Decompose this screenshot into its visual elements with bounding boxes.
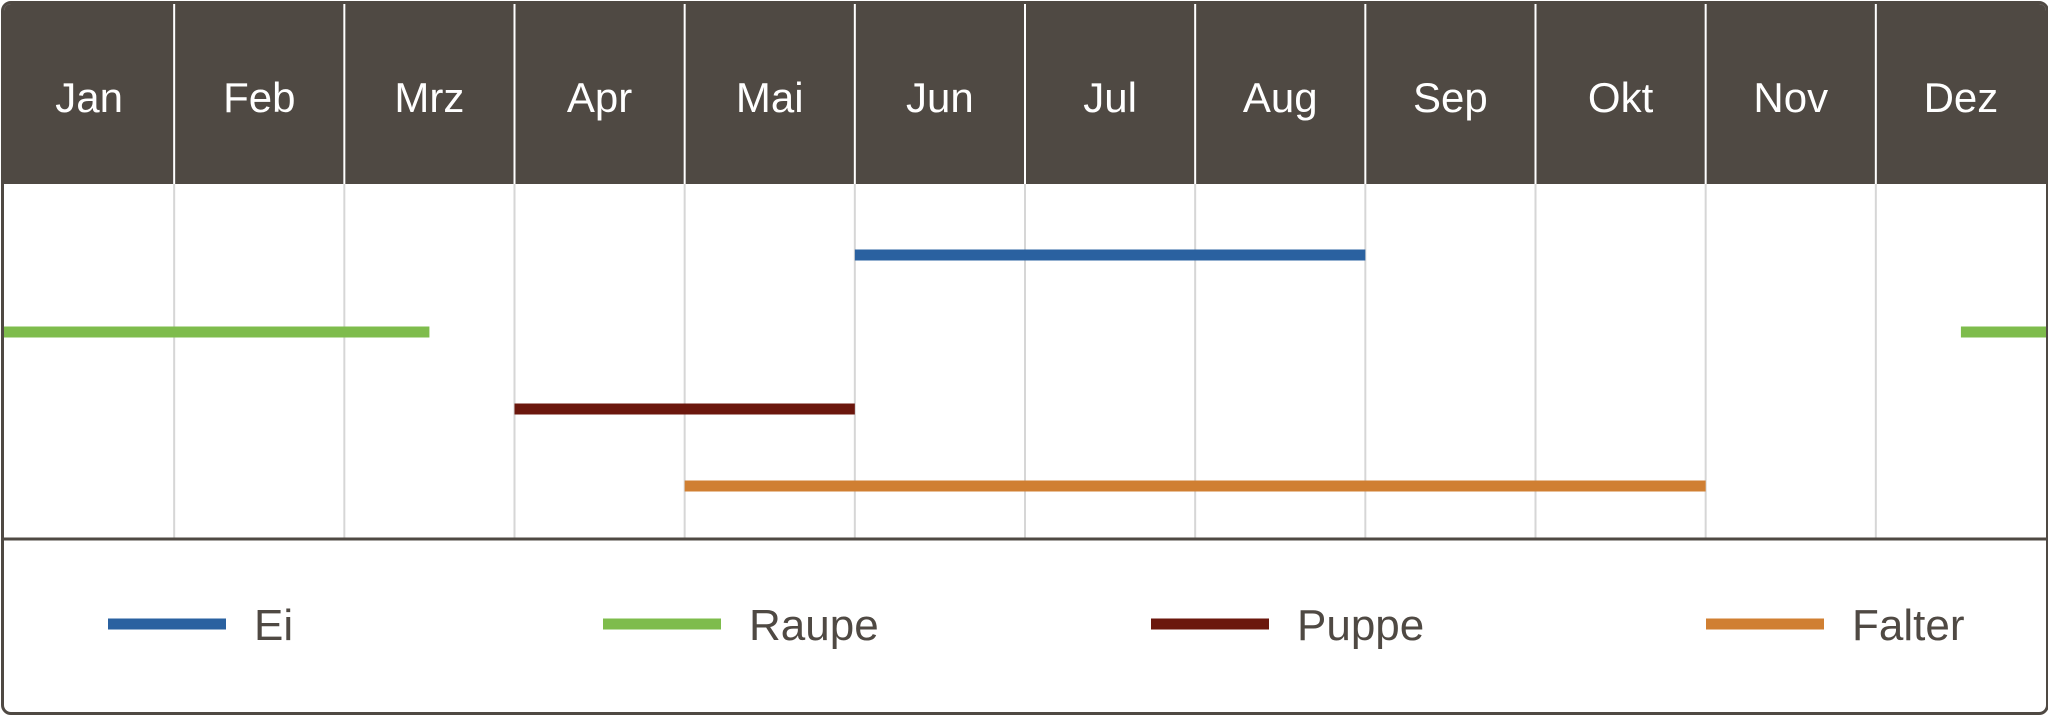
legend-label-falter: Falter [1852,601,1964,650]
month-label-apr: Apr [567,74,632,121]
grid-lines [173,184,1877,539]
legend-label-ei: Ei [254,601,293,650]
legend-label-raupe: Raupe [749,601,879,650]
bar-raupe-0 [4,326,430,338]
legend-swatch-puppe [1151,618,1269,630]
month-label-feb: Feb [223,74,295,121]
month-header: Jan Feb Mrz Apr Mai Jun Jul Aug Sep Okt Nov Dez [4,4,2046,184]
month-label-mai: Mai [736,74,804,121]
legend-swatch-falter [1706,618,1824,630]
month-label-jul: Jul [1083,74,1137,121]
bar-ei-0 [854,249,1366,261]
phase-bars [4,249,2046,492]
month-label-nov: Nov [1753,74,1828,121]
month-label-sep: Sep [1413,74,1488,121]
month-label-dez: Dez [1924,74,1999,121]
bar-falter-0 [684,480,1706,492]
legend-swatch-ei [108,618,226,630]
month-label-aug: Aug [1243,74,1318,121]
month-label-mrz: Mrz [394,74,464,121]
bar-puppe-0 [514,403,855,415]
month-label-jun: Jun [906,74,974,121]
month-label-okt: Okt [1588,74,1654,121]
lifecycle-chart: Jan Feb Mrz Apr Mai Jun Jul Aug Sep Okt Nov Dez Ei R… [4,4,2046,650]
legend-label-puppe: Puppe [1297,601,1424,650]
legend-swatch-raupe [603,618,721,630]
legend: Ei Raupe Puppe Falter [108,601,1964,650]
month-label-jan: Jan [55,74,123,121]
bar-raupe-1 [1960,326,2046,338]
